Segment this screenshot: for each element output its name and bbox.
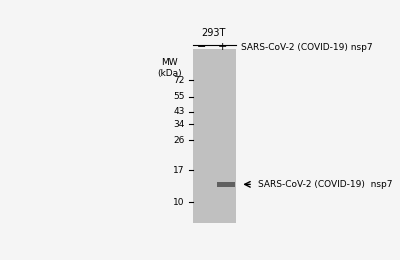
Text: MW
(kDa): MW (kDa) [157, 58, 182, 78]
Text: +: + [218, 42, 227, 52]
Text: 72: 72 [174, 76, 185, 85]
Text: 55: 55 [173, 92, 185, 101]
Text: 17: 17 [173, 166, 185, 175]
Text: 293T: 293T [201, 28, 226, 38]
Bar [218, 182, 235, 187]
Text: 26: 26 [174, 136, 185, 145]
Text: SARS-CoV-2 (COVID-19) nsp7: SARS-CoV-2 (COVID-19) nsp7 [241, 43, 372, 52]
Text: 34: 34 [174, 120, 185, 129]
Text: SARS-CoV-2 (COVID-19)  nsp7: SARS-CoV-2 (COVID-19) nsp7 [258, 180, 393, 189]
Text: 43: 43 [174, 107, 185, 116]
Text: −: − [197, 42, 206, 52]
Bar [193, 49, 236, 223]
Text: 10: 10 [173, 198, 185, 207]
